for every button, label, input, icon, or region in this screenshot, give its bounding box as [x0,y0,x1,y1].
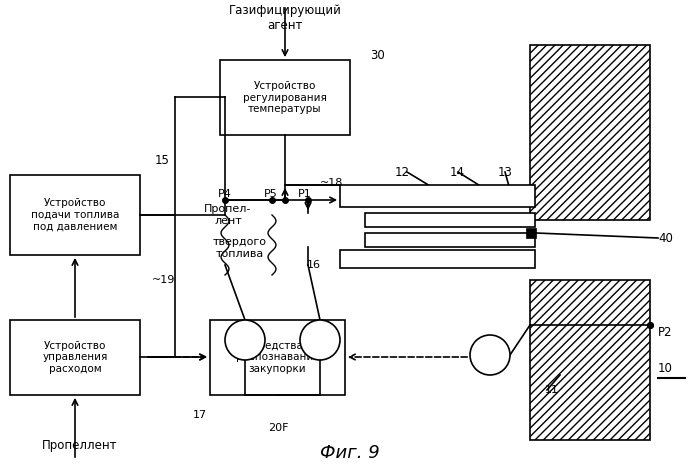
Bar [340,185,535,207]
Text: ~19: ~19 [152,275,175,285]
Text: ~18: ~18 [320,178,343,188]
Text: 15: 15 [155,153,170,166]
Text: Устройство
управления
расходом: Устройство управления расходом [43,341,108,374]
Text: 30: 30 [370,48,384,61]
Circle shape [470,335,510,375]
Bar [530,45,650,220]
Circle shape [225,320,265,360]
Text: 10: 10 [658,361,673,374]
Text: 11: 11 [545,385,559,395]
Bar [10,175,140,255]
Text: P5: P5 [264,189,278,199]
Text: 40: 40 [658,232,673,245]
Bar [365,213,535,227]
Bar [530,280,650,440]
Text: T: T [487,350,493,360]
Bar [526,228,536,238]
Text: 12: 12 [395,166,410,179]
Text: P1: P1 [298,189,312,199]
Bar [365,233,535,247]
Text: Устройство
регулирования
температуры: Устройство регулирования температуры [243,81,327,114]
Text: 14: 14 [450,166,465,179]
Text: Устройство
подачи топлива
под давлением: Устройство подачи топлива под давлением [31,199,120,232]
Text: 17: 17 [193,410,207,420]
Text: твердого
топлива: твердого топлива [213,237,267,259]
Text: Pb: Pb [238,335,252,345]
Text: 16: 16 [307,260,321,270]
Text: Фиг. 9: Фиг. 9 [319,444,380,462]
Text: 20F: 20F [268,423,288,433]
Text: Pa: Pa [313,335,326,345]
Text: Средства
распознавания
закупорки: Средства распознавания закупорки [236,341,319,374]
Text: Пропел-
лент: Пропел- лент [204,204,252,226]
Circle shape [300,320,340,360]
Bar [10,320,140,395]
Text: Газифицирующий
агент: Газифицирующий агент [229,4,341,32]
Bar [340,250,535,268]
Bar [210,320,345,395]
Text: P2: P2 [658,326,672,339]
Text: 13: 13 [498,166,513,179]
Text: P4: P4 [218,189,232,199]
Bar [220,60,350,135]
Text: Пропеллент: Пропеллент [42,438,117,452]
